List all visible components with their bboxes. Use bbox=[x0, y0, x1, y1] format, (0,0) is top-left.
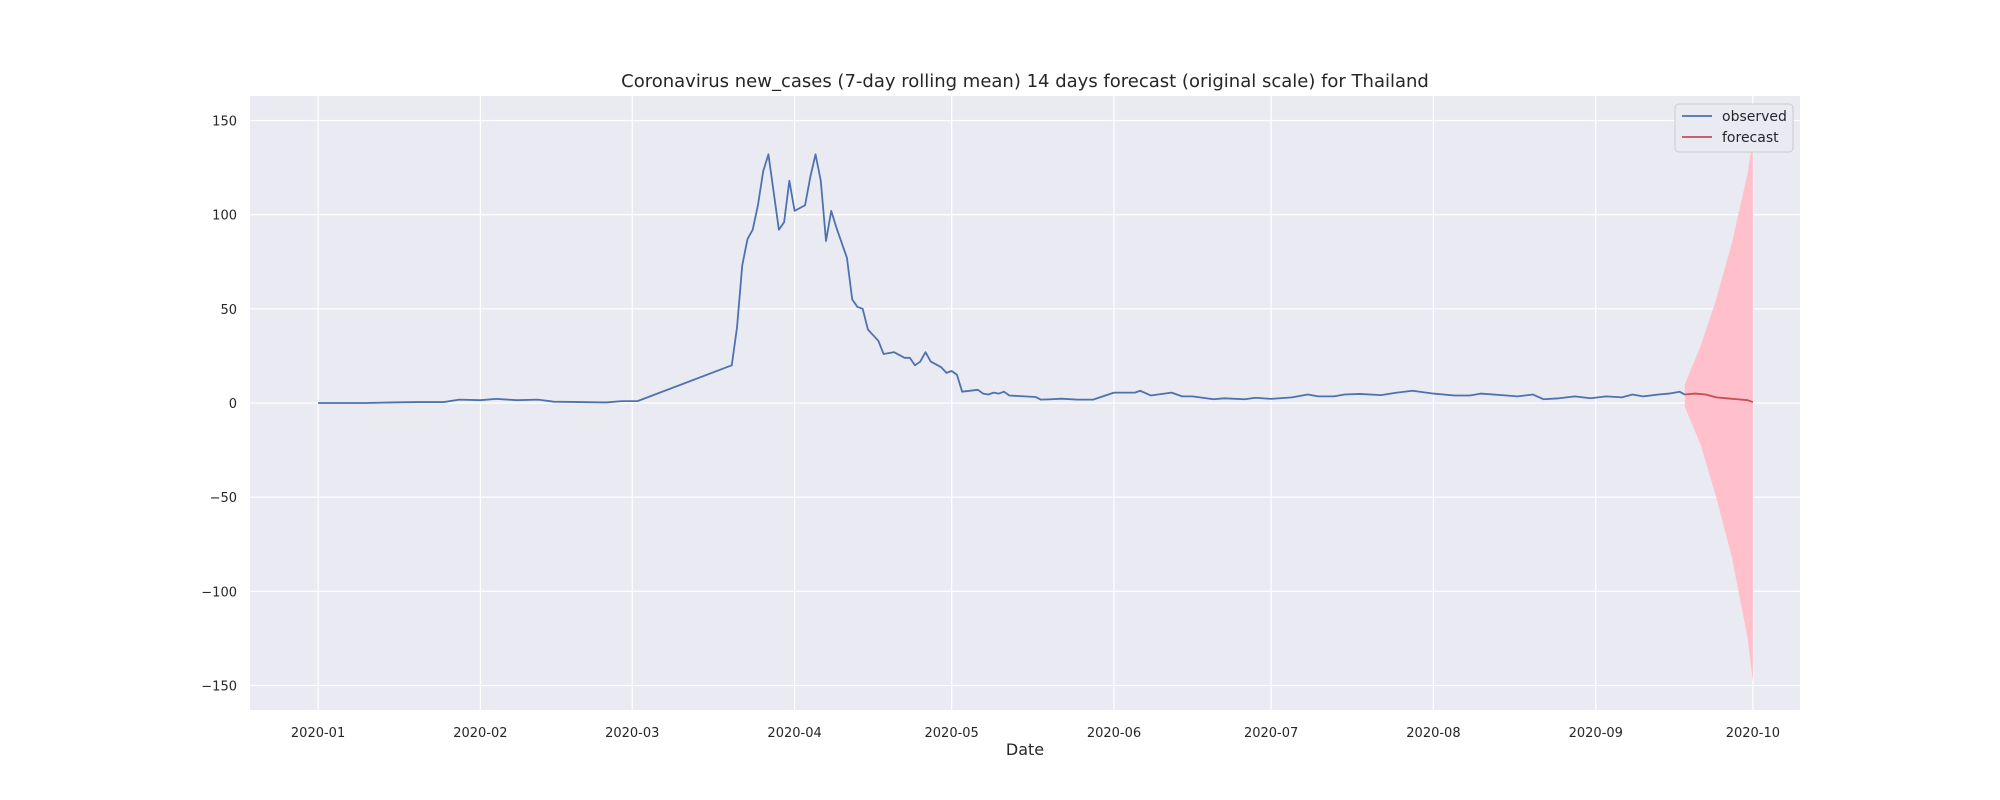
y-tick-label: 0 bbox=[229, 397, 237, 412]
legend: observed forecast bbox=[1674, 103, 1794, 153]
x-tick-label: 2020-10 bbox=[1726, 726, 1780, 741]
x-tick-label: 2020-02 bbox=[453, 726, 507, 741]
chart-title: Coronavirus new_cases (7-day rolling mea… bbox=[621, 71, 1429, 92]
x-tick-label: 2020-04 bbox=[767, 726, 821, 741]
x-axis-label: Date bbox=[1006, 740, 1044, 759]
y-tick-label: −50 bbox=[210, 491, 237, 506]
x-tick-label: 2020-09 bbox=[1569, 726, 1623, 741]
series-line-observed bbox=[318, 153, 1686, 404]
forecast-interval-band bbox=[1684, 139, 1753, 682]
legend-entry-forecast: forecast bbox=[1722, 130, 1779, 146]
ticks: 2020-01 2020-02 2020-03 2020-04 2020-05 2020-… bbox=[201, 114, 1780, 741]
y-tick-label: 50 bbox=[220, 303, 237, 318]
series-line-forecast bbox=[1684, 392, 1754, 403]
y-tick-label: −150 bbox=[201, 680, 237, 695]
x-tick-label: 2020-06 bbox=[1087, 726, 1141, 741]
forecast-interval-layer bbox=[1684, 139, 1753, 682]
series-layer bbox=[318, 153, 1754, 404]
x-tick-label: 2020-03 bbox=[605, 726, 659, 741]
x-tick-label: 2020-01 bbox=[291, 726, 345, 741]
legend-entry-observed: observed bbox=[1722, 109, 1787, 125]
y-tick-label: −100 bbox=[201, 585, 237, 600]
x-tick-label: 2020-08 bbox=[1406, 726, 1460, 741]
x-tick-label: 2020-05 bbox=[925, 726, 979, 741]
x-tick-label: 2020-07 bbox=[1244, 726, 1298, 741]
y-tick-label: 100 bbox=[212, 209, 237, 224]
y-tick-label: 150 bbox=[212, 114, 237, 129]
